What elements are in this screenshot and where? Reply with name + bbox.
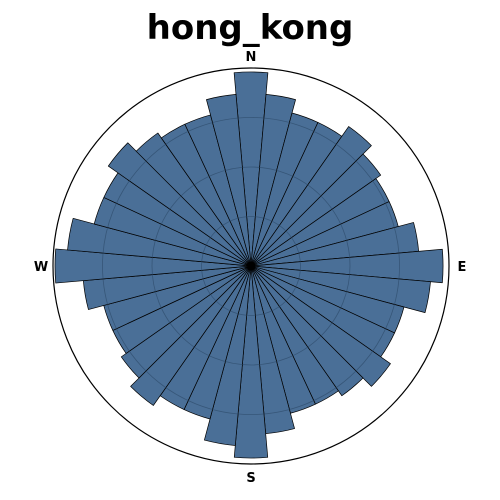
bar-sector-230 — [120, 265, 252, 379]
bar-sector-180 — [233, 265, 269, 459]
polar-frame — [52, 67, 450, 465]
bar-sector-320 — [135, 132, 252, 267]
bar-sector-100 — [250, 265, 431, 313]
bar-sector-140 — [250, 265, 364, 397]
grid-ring-1 — [201, 216, 301, 316]
grid-ring-2 — [151, 166, 351, 366]
chart-title: hong_kong — [146, 8, 354, 48]
bar-sector-50 — [250, 153, 382, 267]
bar-sector-40 — [250, 126, 372, 267]
bar-sector-130 — [250, 265, 391, 387]
grid-group — [102, 117, 400, 415]
direction-label-west: W — [34, 260, 48, 275]
direction-label-south: S — [246, 471, 255, 486]
bar-sector-280 — [67, 217, 252, 267]
bar-sector-270 — [54, 248, 252, 284]
bar-sector-0 — [233, 71, 269, 267]
direction-label-north: N — [246, 50, 257, 65]
grid-ring-3 — [102, 117, 400, 415]
bar-sector-220 — [130, 265, 252, 406]
bars-group — [54, 71, 444, 459]
bar-sector-310 — [107, 142, 252, 267]
bar-sector-190 — [204, 265, 252, 446]
bar-sector-90 — [250, 248, 444, 284]
direction-label-east: E — [458, 260, 467, 275]
bar-sector-350 — [206, 94, 252, 267]
